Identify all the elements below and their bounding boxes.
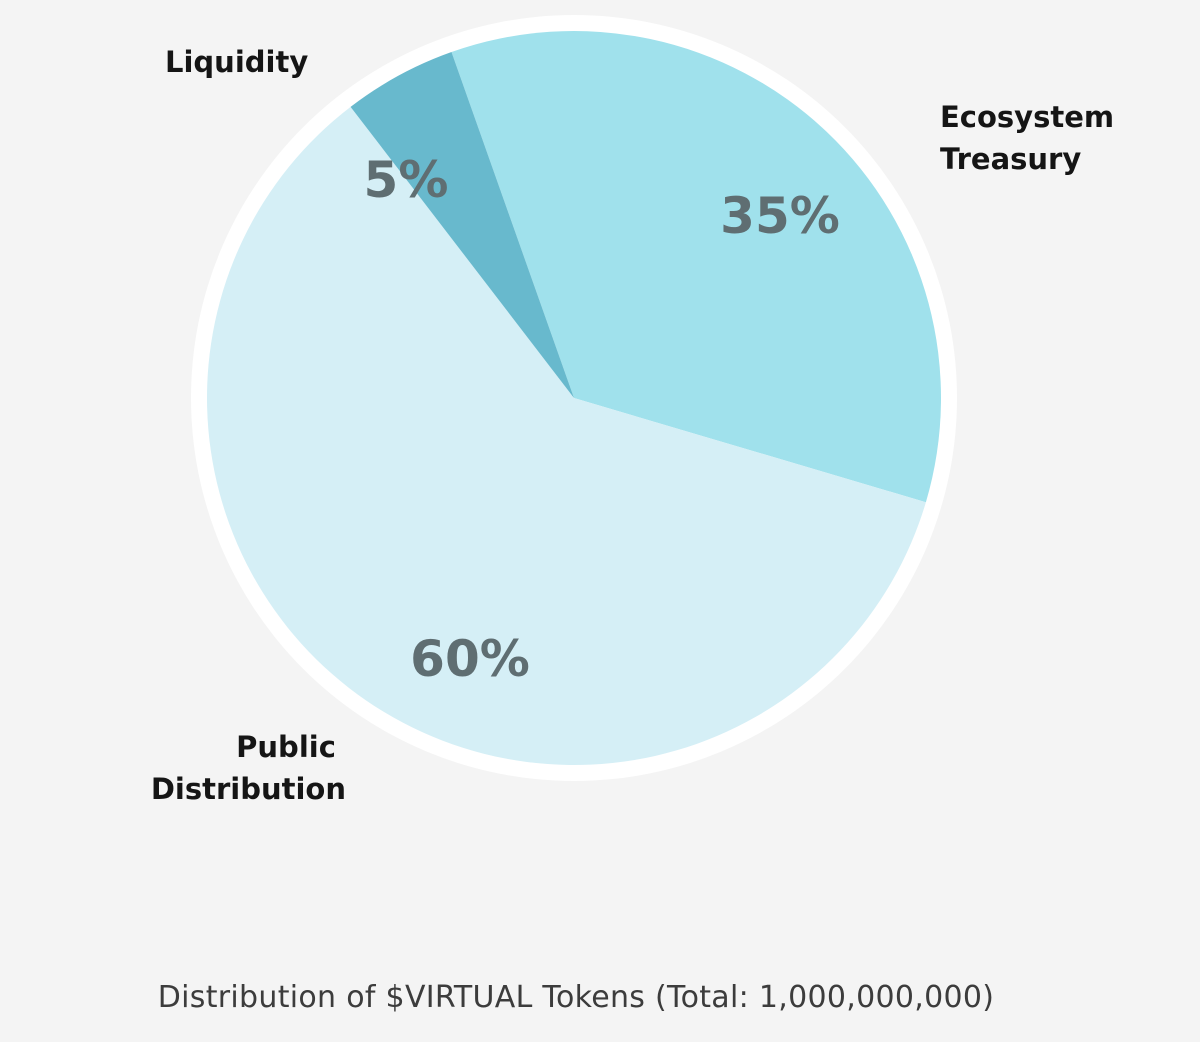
pie-slice-public-distribution xyxy=(207,106,926,765)
pie-percent-labels: 35% 60% 5% xyxy=(364,151,840,688)
category-label-public-distribution: Public Distribution xyxy=(151,730,346,806)
percent-label-public-distribution: 60% xyxy=(410,630,530,688)
pie-slices xyxy=(207,30,942,765)
chart-caption: Distribution of $VIRTUAL Tokens (Total: … xyxy=(157,980,995,1015)
percent-label-liquidity: 5% xyxy=(364,151,449,209)
pie-slice-ecosystem-treasury xyxy=(451,30,942,503)
percent-label-ecosystem-treasury: 35% xyxy=(720,187,840,245)
category-label-liquidity: Liquidity xyxy=(165,45,308,79)
category-label-ecosystem-treasury: Ecosystem Treasury xyxy=(940,100,1124,176)
pie-slice-liquidity xyxy=(350,52,574,399)
